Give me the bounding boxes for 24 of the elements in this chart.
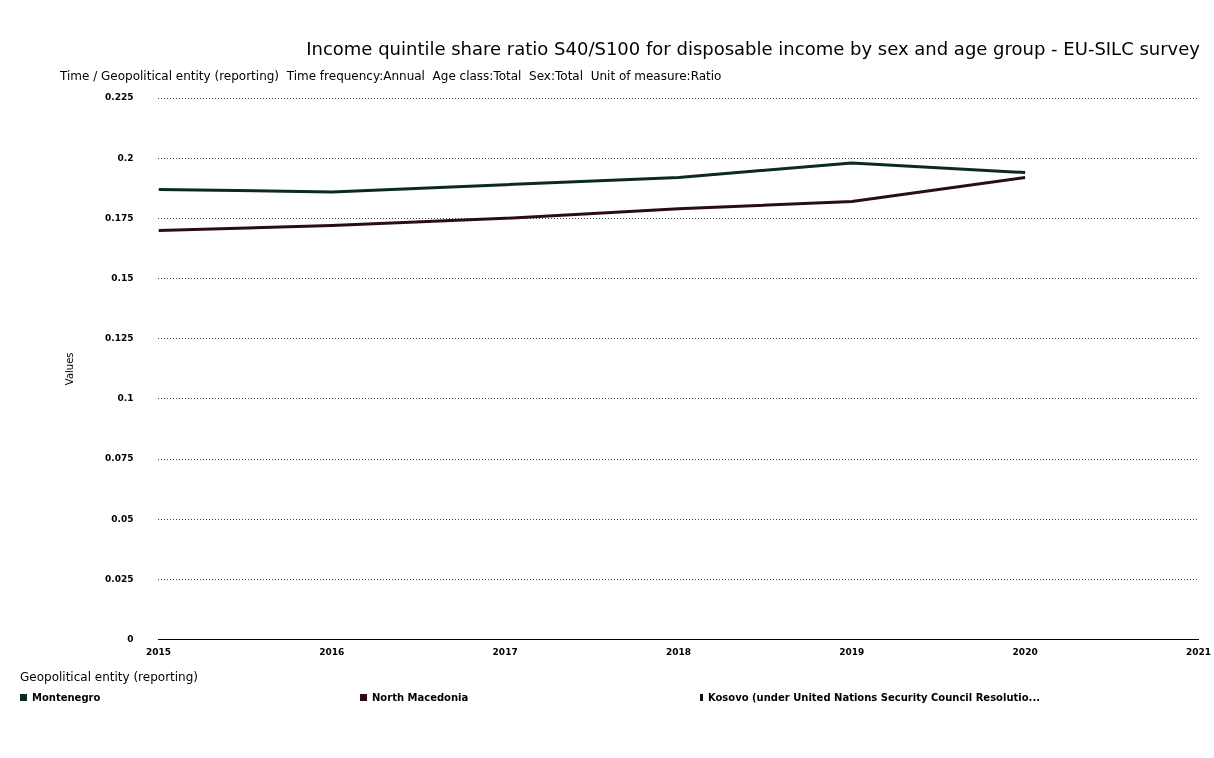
y-tick-label: 0.1 [117,393,134,404]
x-tick-label: 2019 [839,647,865,658]
x-tick-label: 2017 [492,647,518,658]
x-tick-label: 2018 [665,647,691,658]
y-tick-label: 0.15 [111,272,134,283]
legend-label: North Macedonia [372,692,469,703]
legend-label: Kosovo (under United Nations Security Council Resolutio... [707,692,1040,703]
y-tick-label: 0.025 [105,573,134,584]
x-tick-label: 2015 [145,647,171,658]
y-tick-label: 0.05 [111,513,134,524]
y-tick-label: 0.125 [105,333,134,344]
y-tick-label: 0.175 [105,212,134,223]
chart-subtitle: Time / Geopolitical entity (reporting) Time frequency:Annual Age class:Total Sex:Total Unit of measure:Ratio [59,68,722,83]
y-tick-label: 0.075 [105,453,134,464]
y-tick-label: 0 [127,633,134,644]
y-tick-label: 0.225 [105,92,134,103]
y-tick-label: 0.2 [117,152,134,163]
chart-title: Income quintile share ratio S40/S100 for disposable income by sex and age group - EU-SILC survey [306,38,1201,60]
y-axis-title: Values [63,352,75,386]
legend-label: Montenegro [32,692,101,703]
x-tick-label: 2016 [319,647,345,658]
x-tick-label: 2021 [1185,647,1212,658]
legend-title: Geopolitical entity (reporting) [20,670,199,684]
x-tick-label: 2020 [1012,647,1038,658]
